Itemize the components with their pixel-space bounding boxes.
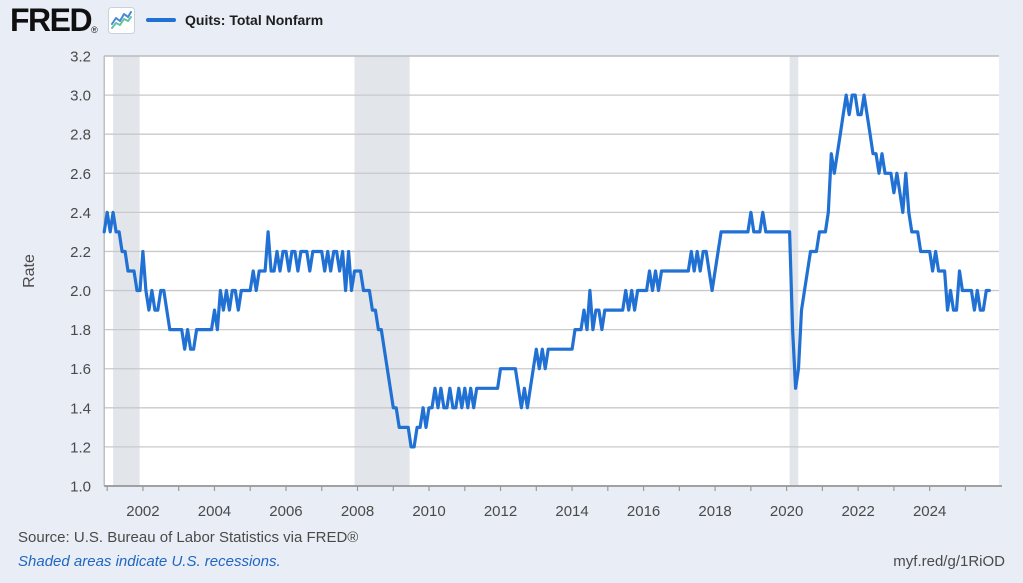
fred-logo-text: FRED [10,2,93,38]
share-url: myf.red/g/1RiOD [893,553,1005,570]
y-axis-tick-label: 2.6 [70,166,91,183]
x-axis-tick-label: 2006 [269,503,302,520]
x-axis-tick-label: 2024 [913,503,946,520]
y-axis-tick-label: 1.4 [70,400,91,417]
y-axis-tick-label: 2.2 [70,244,91,261]
recession-note-link[interactable]: Shaded areas indicate U.S. recessions. [18,553,281,570]
data-line-quits-total-nonfarm [102,93,991,449]
x-axis-tick-label: 2022 [841,503,874,520]
y-axis-tick-label: 3.2 [70,49,91,66]
y-axis-tick-label: 1.8 [70,322,91,339]
legend-line-swatch [146,18,176,22]
y-axis-tick-label: 3.0 [70,88,91,105]
y-axis-tick-label: 1.6 [70,361,91,378]
x-axis-tick-label: 2004 [198,503,231,520]
x-axis-tick-label: 2014 [555,503,588,520]
y-axis-tick-label: 2.8 [70,127,91,144]
legend: Quits: Total Nonfarm [146,12,323,28]
legend-series-label[interactable]: Quits: Total Nonfarm [185,12,324,28]
y-axis-tick-label: 2.0 [70,283,91,300]
y-axis-tick-label: 1.2 [70,439,91,456]
x-axis-tick-label: 2012 [484,503,517,520]
fred-logo[interactable]: FRED® [10,2,98,39]
graph-header: FRED® Quits: Total Nonfarm [0,0,1023,44]
y-axis-tick-label: 1.0 [70,479,91,496]
x-axis-tick-label: 2020 [770,503,803,520]
x-axis-tick-label: 2008 [341,503,374,520]
recession-band [354,56,410,486]
registered-trademark-symbol: ® [91,25,98,35]
x-axis-tick-label: 2010 [412,503,445,520]
x-axis-tick-label: 2018 [698,503,731,520]
fred-sparkline-icon[interactable] [108,7,135,34]
source-text: Source: U.S. Bureau of Labor Statistics … [18,529,359,546]
x-axis-tick-label: 2016 [627,503,660,520]
y-axis-tick-label: 2.4 [70,205,91,222]
plot-background [104,56,999,486]
x-axis-tick-label: 2002 [126,503,159,520]
recession-band [789,56,799,486]
y-axis-title: Rate [21,254,38,288]
